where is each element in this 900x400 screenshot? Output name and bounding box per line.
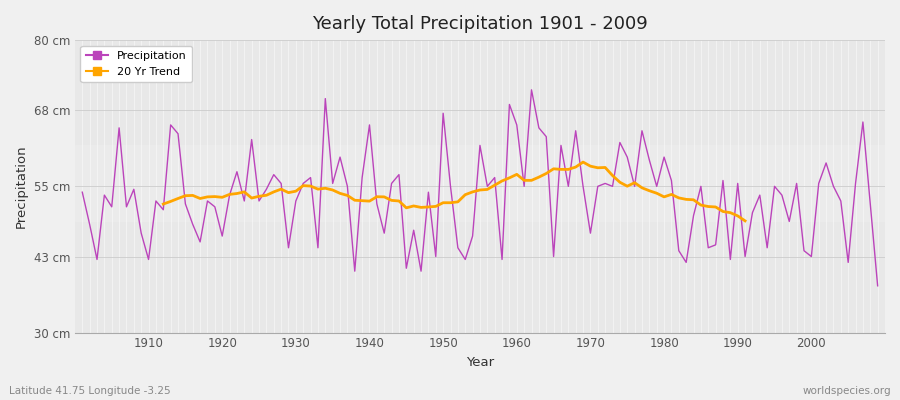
Title: Yearly Total Precipitation 1901 - 2009: Yearly Total Precipitation 1901 - 2009 [312,15,648,33]
Legend: Precipitation, 20 Yr Trend: Precipitation, 20 Yr Trend [80,46,193,82]
Bar [75,146,885,222]
Text: worldspecies.org: worldspecies.org [803,386,891,396]
Text: Latitude 41.75 Longitude -3.25: Latitude 41.75 Longitude -3.25 [9,386,171,396]
Y-axis label: Precipitation: Precipitation [15,144,28,228]
X-axis label: Year: Year [466,356,494,369]
